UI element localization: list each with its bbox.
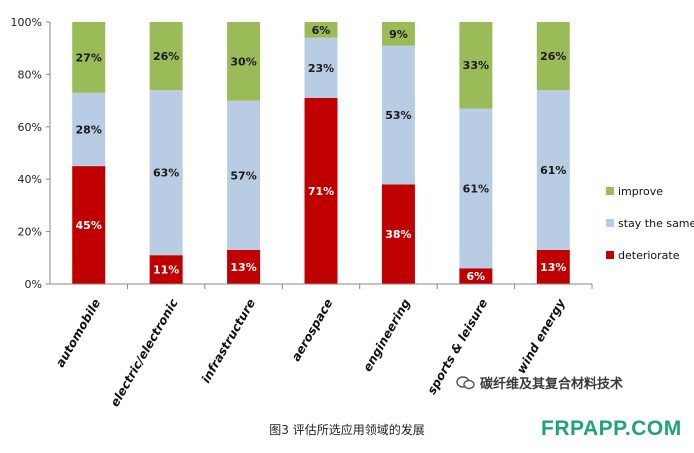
- category-label: wind energy: [514, 295, 569, 375]
- data-label: 26%: [540, 50, 566, 63]
- watermark: 碳纤维及其复合材料技术: [456, 373, 623, 392]
- bar-segment-stay-the-same: [459, 108, 493, 269]
- bar-segment-improve: [227, 22, 261, 101]
- data-label: 33%: [463, 59, 489, 72]
- bar-segment-stay-the-same: [149, 90, 183, 256]
- data-label: 53%: [385, 109, 411, 122]
- bars: 45% 28% 27% 11% 63% 26% 13% 57% 30% 71% 23% 6% 38% 53…: [72, 22, 570, 284]
- data-label: 71%: [308, 185, 334, 198]
- bar-segment-deteriorate: [227, 249, 261, 284]
- bar-segment-deteriorate: [536, 249, 570, 284]
- data-label: 57%: [230, 169, 256, 182]
- data-label: 6%: [467, 270, 486, 283]
- category-label: electric/electronic: [108, 297, 181, 410]
- category-label: infrastructure: [199, 297, 258, 386]
- bar-segment-deteriorate: [459, 268, 493, 284]
- data-label: 13%: [540, 261, 566, 274]
- bar-segment-stay-the-same: [72, 92, 106, 167]
- y-tick-label: 40%: [18, 173, 42, 186]
- category-label: automobile: [53, 297, 103, 370]
- data-label: 11%: [153, 264, 179, 277]
- wechat-icon: [456, 375, 475, 389]
- legend: improve stay the same deteriorate: [606, 185, 694, 262]
- data-label: 6%: [312, 24, 331, 37]
- legend-swatch: [606, 219, 614, 227]
- bar-segment-stay-the-same: [536, 90, 570, 250]
- data-label: 63%: [153, 167, 179, 180]
- bar-segment-deteriorate: [304, 97, 338, 284]
- bar-segment-deteriorate: [72, 166, 106, 284]
- data-label: 26%: [153, 50, 179, 63]
- data-label: 9%: [389, 28, 408, 41]
- bar-segment-improve: [381, 22, 415, 46]
- bar-segment-improve: [536, 22, 570, 91]
- y-tick-label: 80%: [18, 68, 42, 81]
- watermark-text: 碳纤维及其复合材料技术: [480, 377, 624, 392]
- legend-label: stay the same: [618, 217, 694, 230]
- bar-segment-stay-the-same: [227, 100, 261, 250]
- site-watermark: FRPAPP.COM: [541, 417, 682, 440]
- data-label: 61%: [540, 164, 566, 177]
- bar-segment-deteriorate: [149, 255, 183, 284]
- data-label: 27%: [76, 51, 102, 64]
- bar-segment-improve: [459, 22, 493, 109]
- legend-swatch: [606, 187, 614, 195]
- bar-segment-improve: [149, 22, 183, 91]
- bar-segment-improve: [304, 22, 338, 38]
- data-label: 30%: [230, 55, 256, 68]
- y-tick-label: 100%: [11, 16, 42, 29]
- data-label: 61%: [463, 182, 489, 195]
- bar-segment-deteriorate: [381, 184, 415, 284]
- bar-segment-improve: [72, 22, 106, 93]
- y-tick-label: 0%: [25, 278, 42, 291]
- data-label: 13%: [230, 261, 256, 274]
- y-tick-label: 20%: [18, 226, 42, 239]
- data-label: 38%: [385, 228, 411, 241]
- data-label: 28%: [76, 123, 102, 136]
- category-label: engineering: [360, 296, 413, 374]
- data-label: 45%: [76, 219, 102, 232]
- bar-segment-stay-the-same: [381, 45, 415, 185]
- y-axis: 0% 20% 40% 60% 80% 100%: [11, 16, 51, 291]
- legend-label: deteriorate: [618, 249, 680, 262]
- data-label: 23%: [308, 62, 334, 75]
- y-tick-label: 60%: [18, 121, 42, 134]
- bar-segment-stay-the-same: [304, 37, 338, 98]
- category-label: aerospace: [289, 297, 336, 364]
- legend-label: improve: [618, 185, 663, 198]
- legend-swatch: [606, 251, 614, 259]
- figure-caption: 图3 评估所选应用领域的发展: [269, 423, 425, 437]
